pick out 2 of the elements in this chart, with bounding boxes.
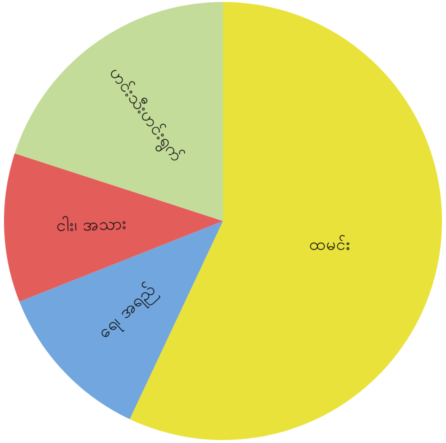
slice-label: ငါး၊ အသား — [56, 213, 128, 236]
slice-label: ထမင်း — [308, 234, 351, 255]
